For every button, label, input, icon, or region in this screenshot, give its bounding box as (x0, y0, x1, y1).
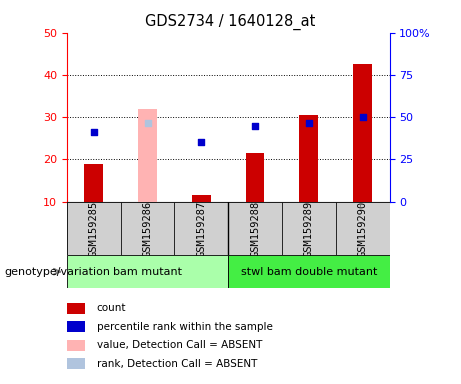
Point (359, 114, 366, 120)
Bar (353, 64, 372, 202)
Bar (174, 202, 228, 255)
Text: rank, Detection Call = ABSENT: rank, Detection Call = ABSENT (97, 359, 257, 369)
Point (144, 121, 151, 127)
Text: count: count (97, 303, 126, 313)
Text: GSM159287: GSM159287 (196, 200, 207, 257)
Text: GSM159286: GSM159286 (142, 200, 153, 257)
Bar (67, 202, 121, 255)
Bar (282, 202, 336, 255)
Bar (336, 202, 390, 255)
Text: stwl bam double mutant: stwl bam double mutant (241, 266, 377, 277)
Text: value, Detection Call = ABSENT: value, Detection Call = ABSENT (97, 340, 262, 350)
Text: GDS2734 / 1640128_at: GDS2734 / 1640128_at (145, 13, 316, 30)
Bar (84, 164, 103, 202)
Text: bam mutant: bam mutant (113, 266, 182, 277)
Bar (300, 115, 318, 202)
Text: genotype/variation: genotype/variation (5, 266, 111, 277)
Bar (246, 153, 265, 202)
Point (251, 122, 259, 129)
Bar (138, 109, 157, 202)
Bar (67, 255, 228, 288)
Text: GSM159288: GSM159288 (250, 200, 260, 257)
Text: GSM159289: GSM159289 (304, 200, 314, 257)
Bar (121, 202, 174, 255)
Bar (228, 255, 390, 288)
Text: percentile rank within the sample: percentile rank within the sample (97, 322, 273, 332)
Bar (228, 202, 282, 255)
Text: GSM159290: GSM159290 (358, 200, 368, 257)
Bar (192, 195, 211, 202)
Point (305, 121, 313, 127)
Text: GSM159285: GSM159285 (89, 200, 99, 257)
Point (198, 139, 205, 146)
Point (90, 129, 97, 135)
